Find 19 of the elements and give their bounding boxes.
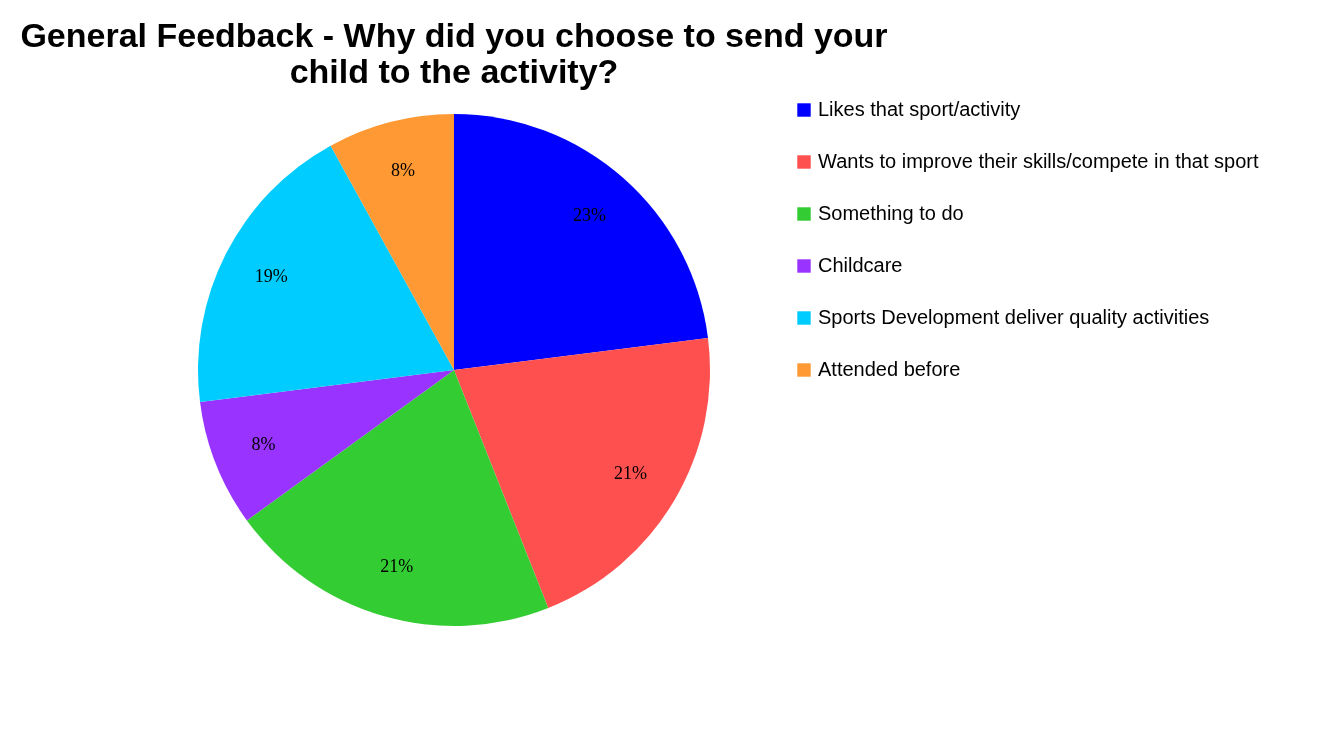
data-label: 21%	[613, 463, 647, 484]
legend-label: Something to do	[818, 202, 964, 224]
chart-title: General Feedback - Why did you choose to send your child to the activity?	[20, 16, 888, 90]
data-label: 23%	[573, 205, 607, 226]
data-label: 8%	[391, 160, 416, 181]
pie-slice	[454, 337, 710, 609]
legend-label: Likes that sport/activity	[818, 98, 1021, 120]
pie-slice	[200, 370, 454, 521]
pie-slice	[454, 114, 708, 370]
legend-label: Attended before	[818, 358, 961, 380]
pie-slice	[246, 370, 549, 626]
pie-slice	[198, 145, 454, 403]
legend-label: Wants to improve their skills/compete in that sport	[818, 150, 1259, 172]
data-label: 21%	[380, 555, 414, 576]
data-label: 8%	[251, 434, 276, 455]
legend-label: Sports Development deliver quality activities	[818, 306, 1210, 328]
pie-slice	[330, 114, 454, 370]
data-label: 19%	[254, 265, 288, 286]
legend-label: Childcare	[818, 254, 903, 276]
